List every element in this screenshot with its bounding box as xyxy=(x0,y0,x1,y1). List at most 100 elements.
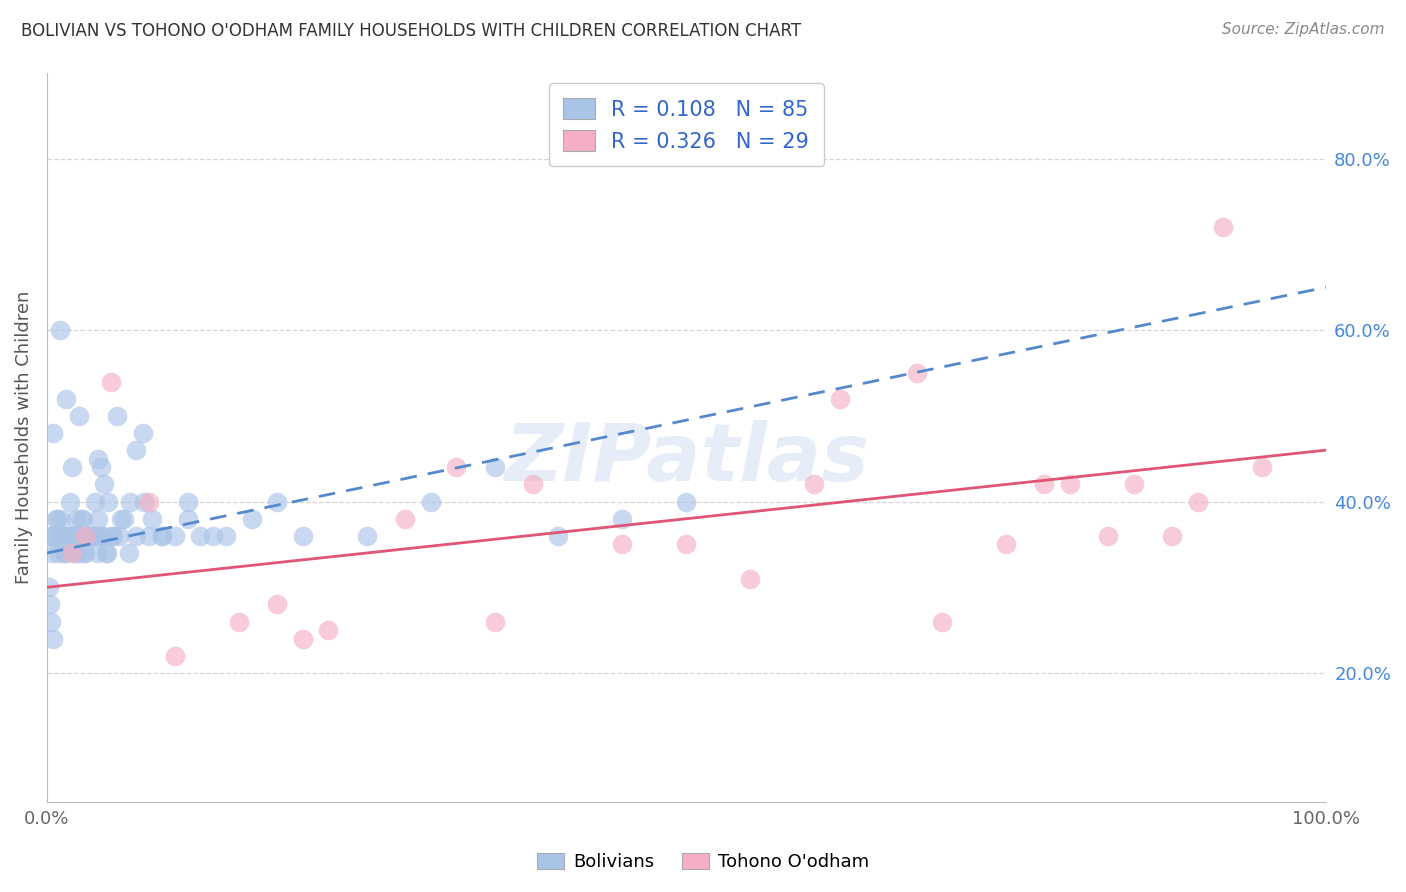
Point xyxy=(56,529,79,543)
Point xyxy=(1250,460,1272,475)
Point xyxy=(60,529,83,543)
Point xyxy=(675,537,697,551)
Point xyxy=(100,529,122,543)
Point xyxy=(228,615,250,629)
Point xyxy=(94,546,117,560)
Point xyxy=(62,546,84,560)
Point xyxy=(76,529,98,543)
Point xyxy=(612,512,634,526)
Point xyxy=(138,529,160,543)
Point xyxy=(41,546,63,560)
Point xyxy=(1212,220,1234,235)
Point xyxy=(84,494,107,508)
Point xyxy=(80,529,103,543)
Point xyxy=(176,512,198,526)
Point xyxy=(356,529,378,543)
Point xyxy=(266,494,288,508)
Point xyxy=(1123,477,1146,491)
Point xyxy=(69,529,91,543)
Point xyxy=(291,632,314,646)
Point xyxy=(90,460,112,475)
Point xyxy=(905,366,928,380)
Point xyxy=(52,546,75,560)
Point xyxy=(112,512,135,526)
Point xyxy=(484,615,506,629)
Legend: R = 0.108   N = 85, R = 0.326   N = 29: R = 0.108 N = 85, R = 0.326 N = 29 xyxy=(548,83,824,167)
Point xyxy=(39,598,62,612)
Point xyxy=(110,512,132,526)
Point xyxy=(66,546,89,560)
Point xyxy=(93,477,115,491)
Point xyxy=(72,512,94,526)
Point xyxy=(79,529,101,543)
Point xyxy=(77,529,100,543)
Point xyxy=(803,477,825,491)
Point xyxy=(931,615,953,629)
Point xyxy=(97,494,120,508)
Point xyxy=(150,529,173,543)
Point xyxy=(118,494,141,508)
Point xyxy=(62,529,84,543)
Point xyxy=(55,392,77,406)
Point xyxy=(58,529,80,543)
Text: BOLIVIAN VS TOHONO O'ODHAM FAMILY HOUSEHOLDS WITH CHILDREN CORRELATION CHART: BOLIVIAN VS TOHONO O'ODHAM FAMILY HOUSEH… xyxy=(21,22,801,40)
Point xyxy=(44,529,66,543)
Point xyxy=(45,512,67,526)
Point xyxy=(67,409,90,423)
Point xyxy=(96,546,118,560)
Point xyxy=(125,529,148,543)
Point xyxy=(522,477,544,491)
Point xyxy=(612,537,634,551)
Point xyxy=(63,546,86,560)
Point xyxy=(419,494,441,508)
Point xyxy=(48,529,70,543)
Point xyxy=(1059,477,1081,491)
Point xyxy=(163,529,186,543)
Point xyxy=(91,529,114,543)
Point xyxy=(444,460,467,475)
Point xyxy=(291,529,314,543)
Point xyxy=(48,323,70,337)
Point xyxy=(176,494,198,508)
Point xyxy=(70,512,93,526)
Point xyxy=(394,512,416,526)
Point xyxy=(107,529,129,543)
Point xyxy=(90,529,112,543)
Point xyxy=(67,529,90,543)
Point xyxy=(100,375,122,389)
Point xyxy=(75,546,97,560)
Point xyxy=(87,451,110,466)
Point xyxy=(150,529,173,543)
Point xyxy=(41,615,63,629)
Point xyxy=(46,512,69,526)
Text: ZIPatlas: ZIPatlas xyxy=(503,420,869,498)
Point xyxy=(240,512,263,526)
Point xyxy=(132,425,155,440)
Point xyxy=(484,460,506,475)
Point xyxy=(675,494,697,508)
Point xyxy=(38,580,60,594)
Point xyxy=(125,443,148,458)
Point xyxy=(316,623,339,637)
Point xyxy=(53,546,76,560)
Point xyxy=(87,512,110,526)
Y-axis label: Family Households with Children: Family Households with Children xyxy=(15,291,32,584)
Point xyxy=(190,529,212,543)
Point xyxy=(740,572,762,586)
Point xyxy=(141,512,163,526)
Point xyxy=(118,546,141,560)
Legend: Bolivians, Tohono O'odham: Bolivians, Tohono O'odham xyxy=(530,846,876,879)
Point xyxy=(202,529,225,543)
Text: Source: ZipAtlas.com: Source: ZipAtlas.com xyxy=(1222,22,1385,37)
Point xyxy=(41,632,63,646)
Point xyxy=(59,494,82,508)
Point xyxy=(995,537,1018,551)
Point xyxy=(266,598,288,612)
Point xyxy=(39,529,62,543)
Point xyxy=(48,546,70,560)
Point xyxy=(132,494,155,508)
Point xyxy=(42,425,65,440)
Point xyxy=(103,529,125,543)
Point xyxy=(75,529,97,543)
Point xyxy=(83,529,105,543)
